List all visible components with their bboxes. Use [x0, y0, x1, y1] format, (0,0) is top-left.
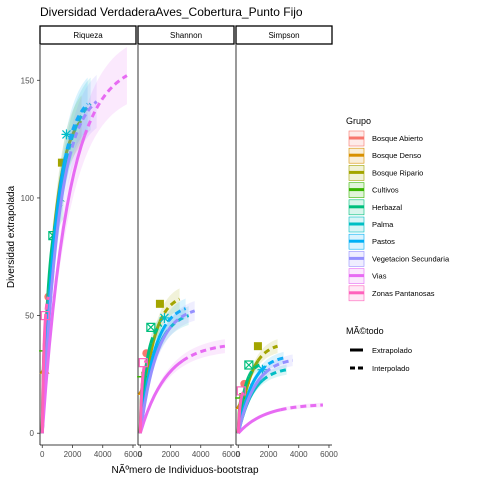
panel-shannon — [137, 45, 234, 446]
x-tick-label: 6000 — [124, 450, 142, 459]
interpolated-line — [138, 330, 169, 434]
method-label: Interpolado — [372, 364, 410, 373]
chart-title: Diversidad VerdaderaAves_Cobertura_Punto… — [40, 5, 303, 19]
extrapolated-line — [68, 100, 98, 158]
y-tick-label: 50 — [25, 312, 34, 321]
x-tick-label: 0 — [40, 450, 45, 459]
extrapolated-line — [64, 102, 92, 160]
legend-label: Vias — [372, 272, 387, 281]
extrapolated-line — [141, 359, 148, 373]
panel-simpson — [235, 45, 332, 446]
extrapolated-line — [43, 296, 50, 320]
extrapolated-line — [256, 344, 279, 362]
observed-point — [236, 386, 246, 396]
interpolated-line — [236, 397, 243, 434]
confidence-band — [42, 77, 88, 434]
facet-strips: Riqueza Shannon Simpson — [39, 25, 333, 45]
extrapolated-line — [264, 358, 293, 374]
confidence-band — [238, 402, 323, 434]
method-legend-items: Extrapolado Interpolado — [350, 346, 412, 373]
y-tick-label: 0 — [30, 429, 35, 438]
extrapolated-line — [166, 309, 196, 333]
legend-label: Bosque Ripario — [372, 168, 423, 177]
legend-label: Zonas Pantanosas — [372, 289, 435, 298]
observed-point — [61, 129, 72, 140]
observed-point — [146, 322, 156, 332]
extrapolated-line — [63, 102, 89, 160]
x-tick-label: 6000 — [222, 450, 240, 459]
x-tick-label: 2000 — [162, 450, 180, 459]
interpolated-line — [138, 372, 145, 434]
facet-strip-shannon — [137, 25, 235, 45]
x-tick-label: 2000 — [260, 450, 278, 459]
confidence-band — [42, 46, 127, 434]
interpolated-line — [40, 319, 47, 434]
legend-label: Vegetacion Secundaria — [372, 254, 450, 263]
x-tick-label: 4000 — [192, 450, 210, 459]
extrapolated-line — [239, 389, 246, 399]
x-tick-label: 4000 — [290, 450, 308, 459]
confidence-band — [42, 74, 97, 434]
y-tick-label: 150 — [21, 76, 35, 85]
interpolated-line — [237, 408, 281, 435]
facet-label: Riqueza — [73, 31, 103, 40]
x-tick-label: 6000 — [320, 450, 338, 459]
observed-point — [138, 358, 148, 368]
y-axis: 0 50 100 150 — [21, 76, 40, 438]
facet-strip-riqueza — [39, 25, 137, 45]
facet-label: Simpson — [268, 31, 299, 40]
observed-point — [253, 342, 262, 351]
x-tick-label: 2000 — [64, 450, 82, 459]
legend-label: Pastos — [372, 237, 395, 246]
interpolated-line — [138, 359, 184, 434]
confidence-band — [140, 306, 189, 434]
x-tick-label: 0 — [138, 450, 143, 459]
extrapolated-line — [259, 356, 284, 372]
legend-label: Bosque Denso — [372, 151, 421, 160]
x-tick-label: 0 — [236, 450, 241, 459]
observed-point — [159, 312, 170, 323]
confidence-band — [140, 301, 195, 434]
observed-point — [57, 158, 66, 167]
legend-label: Cultivos — [372, 186, 399, 195]
x-axis-title: NÃºmero de Individuos-bootstrap — [111, 463, 258, 476]
method-label: Extrapolado — [372, 346, 412, 355]
facet-label: Shannon — [170, 31, 202, 40]
legend-title: Grupo — [346, 116, 371, 126]
interpolated-line — [40, 156, 71, 434]
interpolated-line — [236, 371, 267, 434]
observed-point — [155, 299, 164, 308]
extrapolated-line — [261, 368, 287, 382]
observed-point — [40, 310, 50, 321]
extrapolated-line — [247, 363, 261, 378]
panel-riqueza — [39, 45, 136, 446]
x-tick-label: 4000 — [94, 450, 112, 459]
facet-strip-simpson — [235, 25, 333, 45]
plot-panels — [39, 45, 332, 446]
legend-label: Herbazal — [372, 203, 402, 212]
interpolated-line — [40, 135, 87, 434]
method-legend-title: MÃ©todo — [346, 326, 384, 336]
extrapolated-line — [181, 344, 226, 363]
y-tick-label: 100 — [21, 194, 35, 203]
extrapolated-line — [149, 323, 163, 344]
legend-label: Bosque Abierto — [372, 134, 423, 143]
confidence-band — [140, 339, 225, 434]
legend-label: Palma — [372, 220, 394, 229]
legend-items: Bosque Abierto Bosque Denso Bosque Ripario… — [348, 130, 450, 302]
extrapolated-line — [280, 403, 324, 412]
observed-point — [244, 360, 254, 370]
legend: Grupo Bosque Abierto Bosque Denso Bosque R… — [346, 116, 450, 373]
y-axis-title: Diversidad extrapolada — [6, 185, 17, 288]
